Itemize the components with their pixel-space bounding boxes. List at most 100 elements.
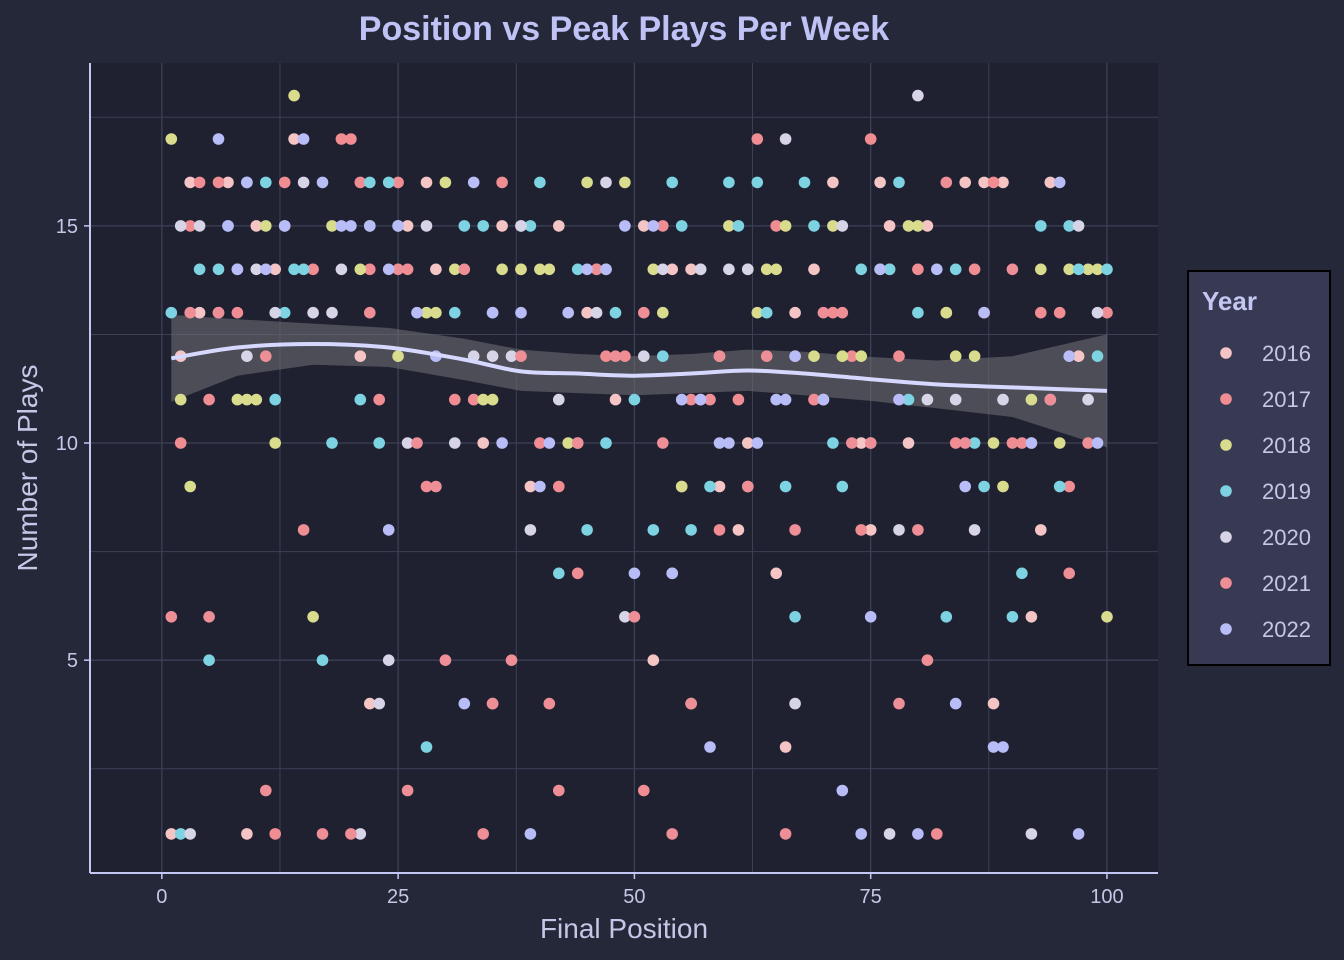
y-tick-label: 5 [67,650,78,672]
data-point [675,220,688,232]
data-point [760,350,773,363]
data-point [657,437,669,449]
data-point [883,220,896,232]
series-2022 [212,133,1104,840]
data-point [855,263,867,276]
data-point [742,263,754,276]
axes: 0 25 50 75 100 5 10 15 [56,63,1158,908]
data-point [1072,828,1085,840]
data-point [864,437,877,449]
data-point [269,828,282,840]
data-point [949,437,962,449]
legend-key [1220,531,1232,543]
data-point [657,306,669,319]
data-point [657,263,669,276]
data-point [1044,393,1057,406]
data-point [675,480,688,493]
data-point [354,176,367,189]
data-point [940,306,953,319]
data-point [515,306,527,319]
data-point [420,480,433,493]
data-point [638,220,650,232]
data-point [827,437,839,449]
data-point [486,306,499,319]
series-2019 [165,176,1113,840]
data-point [269,306,282,319]
data-point [354,350,367,363]
data-point [770,263,782,276]
data-point [987,176,1000,189]
smooth-line [170,341,1108,393]
data-point [590,306,603,319]
data-point [723,176,735,189]
y-tick-label: 15 [56,216,78,238]
data-point [694,393,707,406]
data-point [184,306,196,319]
data-point [685,697,697,710]
data-point [789,524,801,536]
data-point [600,437,612,449]
data-point [458,220,471,232]
data-point [657,350,669,363]
data-point [581,524,593,536]
data-point [316,828,329,840]
data-point [269,437,282,449]
data-point [184,828,196,840]
data-point [184,176,196,189]
data-point [836,784,849,797]
data-point [250,263,263,276]
legend-item-2017: 2017 [1220,387,1311,412]
data-point [685,263,697,276]
data-point [628,393,641,406]
data-point [553,393,565,406]
data-point [373,393,386,406]
legend-key [1220,439,1232,451]
y-axis-title: Number of Plays [12,365,43,572]
data-point [571,263,584,276]
data-point [534,263,546,276]
data-point [543,697,556,710]
data-point [912,89,924,102]
data-point [638,306,650,319]
data-point [1006,611,1019,623]
legend-label: 2019 [1262,479,1311,504]
data-point [1025,393,1038,406]
data-point [940,176,953,189]
data-point [647,220,660,232]
legend-item-2020: 2020 [1220,525,1311,550]
data-point [779,828,792,840]
legend-label: 2016 [1262,341,1311,366]
data-point [619,611,631,623]
data-point [931,828,943,840]
data-point [949,350,962,363]
data-point [883,828,896,840]
data-point [836,306,849,319]
data-point [174,437,187,449]
legend-item-2016: 2016 [1220,341,1311,366]
data-point [836,480,849,493]
x-tick-label: 100 [1090,886,1123,908]
data-point [789,350,801,363]
data-point [770,393,782,406]
data-point [524,524,537,536]
data-point [449,306,461,319]
data-point [392,350,404,363]
data-point [543,263,556,276]
legend-item-2021: 2021 [1220,571,1311,596]
data-point [316,176,329,189]
data-point [260,350,272,363]
data-point [855,524,867,536]
data-point [260,784,272,797]
data-point [1101,263,1113,276]
data-point [1063,220,1075,232]
data-point [921,654,934,666]
data-point [193,306,206,319]
data-point [751,133,764,145]
data-point [222,176,234,189]
legend-item-2022: 2022 [1220,617,1311,642]
x-tick-label: 50 [623,886,645,908]
data-point [949,393,962,406]
data-point [874,263,886,276]
data-point [723,437,735,449]
data-point [789,697,801,710]
